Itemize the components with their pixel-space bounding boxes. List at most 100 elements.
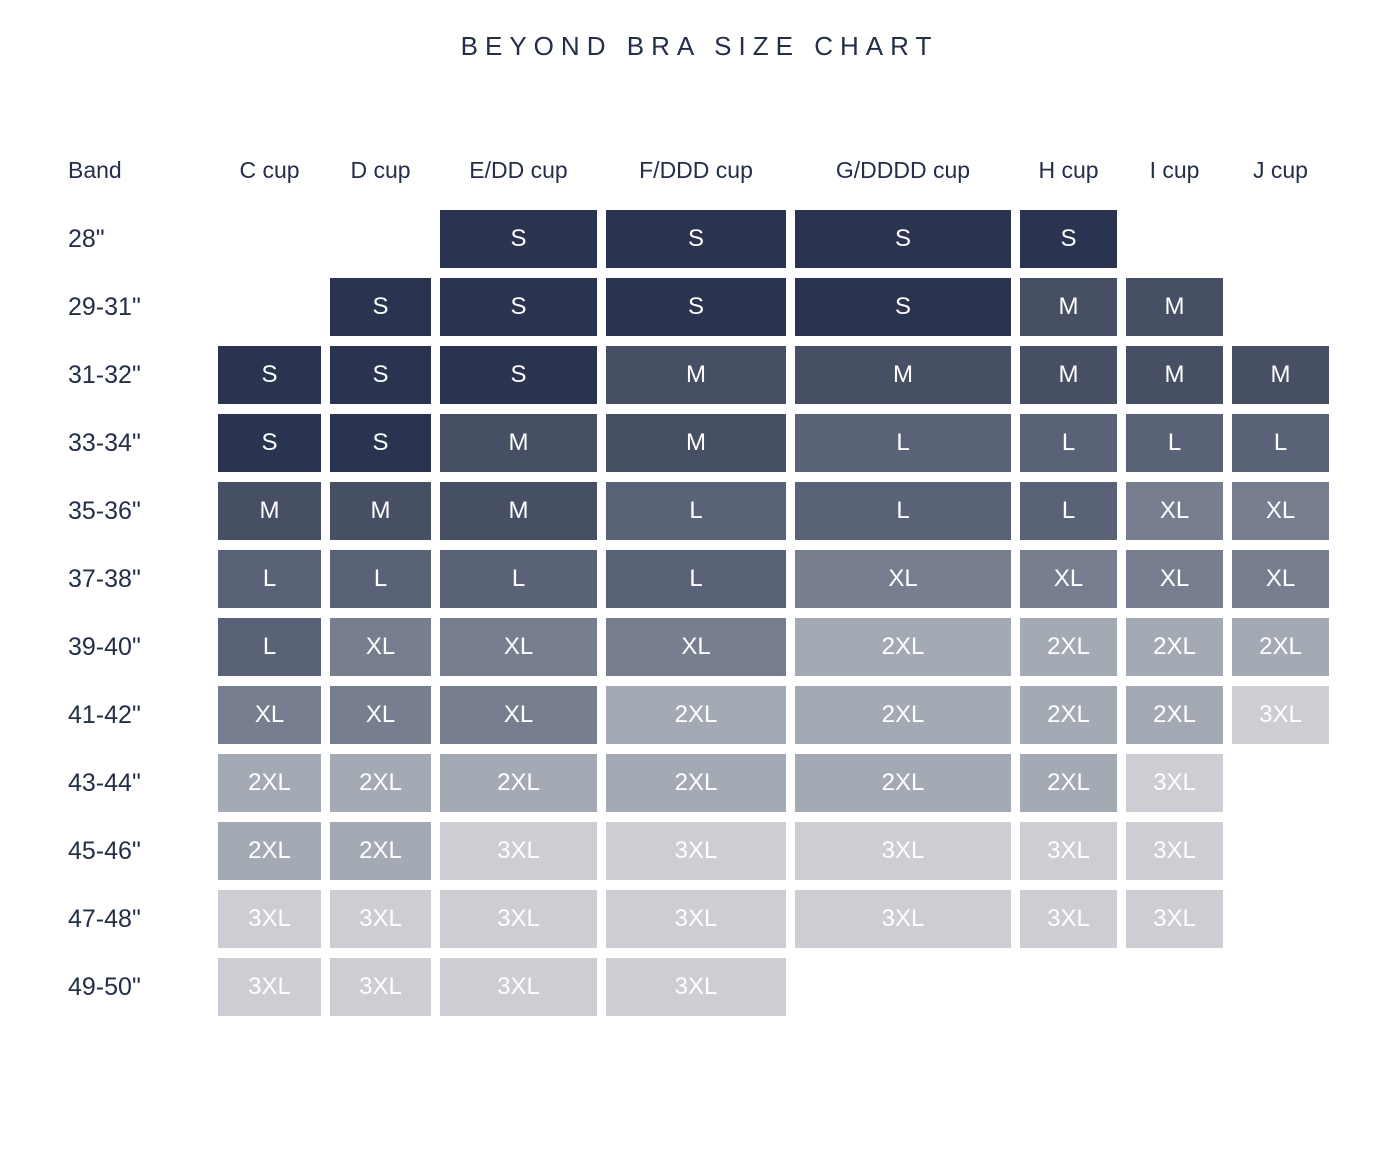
size-cell: 2XL xyxy=(1020,618,1117,676)
size-cell: 3XL xyxy=(218,958,321,1016)
size-cell: XL xyxy=(1232,550,1329,608)
size-cell: S xyxy=(330,278,431,336)
size-cell: L xyxy=(440,550,597,608)
size-cell: 3XL xyxy=(606,822,786,880)
size-cell: 3XL xyxy=(795,890,1011,948)
column-header-2: D cup xyxy=(350,156,411,183)
size-chart-table: Band C cup D cup E/DD cup F/DDD cup G/DDDD cu… xyxy=(40,140,1329,1016)
size-cell: 2XL xyxy=(218,822,321,880)
page-title: BEYOND BRA SIZE CHART xyxy=(460,31,939,61)
band-label: 47-48" xyxy=(68,904,141,933)
size-cell: M xyxy=(1020,278,1117,336)
size-cell: M xyxy=(606,346,786,404)
empty-cell xyxy=(1232,822,1329,880)
size-cell: 3XL xyxy=(218,890,321,948)
size-cell: 2XL xyxy=(795,618,1011,676)
size-cell: L xyxy=(330,550,431,608)
size-cell: XL xyxy=(606,618,786,676)
column-header-8: J cup xyxy=(1253,156,1308,183)
size-cell: 2XL xyxy=(1126,686,1223,744)
size-cell: XL xyxy=(330,686,431,744)
size-cell: S xyxy=(218,414,321,472)
size-cell: 3XL xyxy=(330,958,431,1016)
band-column-header: Band xyxy=(68,156,122,183)
size-cell: M xyxy=(795,346,1011,404)
empty-cell xyxy=(330,210,431,268)
empty-cell xyxy=(1232,278,1329,336)
size-cell: 2XL xyxy=(795,754,1011,812)
size-cell: 2XL xyxy=(218,754,321,812)
size-cell: L xyxy=(606,550,786,608)
empty-cell xyxy=(1126,210,1223,268)
empty-cell xyxy=(218,210,321,268)
band-label: 45-46" xyxy=(68,836,141,865)
column-header-6: H cup xyxy=(1038,156,1099,183)
size-cell: S xyxy=(440,210,597,268)
empty-cell xyxy=(218,278,321,336)
size-cell: S xyxy=(795,210,1011,268)
band-label: 31-32" xyxy=(68,360,141,389)
band-label: 39-40" xyxy=(68,632,141,661)
size-cell: M xyxy=(218,482,321,540)
column-header-4: F/DDD cup xyxy=(639,156,753,183)
size-cell: 3XL xyxy=(1126,890,1223,948)
column-header-3: E/DD cup xyxy=(469,156,568,183)
size-cell: XL xyxy=(440,618,597,676)
band-label: 37-38" xyxy=(68,564,141,593)
size-cell: M xyxy=(1232,346,1329,404)
empty-cell xyxy=(1232,958,1329,1016)
size-cell: XL xyxy=(1020,550,1117,608)
size-cell: 2XL xyxy=(1020,686,1117,744)
band-label: 28" xyxy=(68,224,105,253)
size-cell: 3XL xyxy=(440,958,597,1016)
size-cell: L xyxy=(218,618,321,676)
band-label: 29-31" xyxy=(68,292,141,321)
size-cell: 2XL xyxy=(440,754,597,812)
size-cell: L xyxy=(218,550,321,608)
size-cell: M xyxy=(606,414,786,472)
size-cell: S xyxy=(606,210,786,268)
size-cell: S xyxy=(330,414,431,472)
size-cell: XL xyxy=(1232,482,1329,540)
empty-cell xyxy=(1232,890,1329,948)
size-cell: S xyxy=(440,278,597,336)
size-cell: L xyxy=(795,482,1011,540)
empty-cell xyxy=(795,958,1011,1016)
column-header-5: G/DDDD cup xyxy=(835,156,971,183)
size-cell: 2XL xyxy=(330,822,431,880)
size-cell: XL xyxy=(218,686,321,744)
size-cell: XL xyxy=(795,550,1011,608)
band-label: 49-50" xyxy=(68,972,141,1001)
size-cell: 3XL xyxy=(795,822,1011,880)
size-cell: S xyxy=(1020,210,1117,268)
size-cell: 3XL xyxy=(440,822,597,880)
size-cell: 2XL xyxy=(795,686,1011,744)
size-cell: 3XL xyxy=(1020,890,1117,948)
size-cell: M xyxy=(1020,346,1117,404)
band-label: 35-36" xyxy=(68,496,141,525)
band-label: 33-34" xyxy=(68,428,141,457)
size-cell: 3XL xyxy=(1126,754,1223,812)
column-header-7: I cup xyxy=(1149,156,1200,183)
band-label: 41-42" xyxy=(68,700,141,729)
size-cell: 3XL xyxy=(440,890,597,948)
empty-cell xyxy=(1126,958,1223,1016)
size-cell: 3XL xyxy=(1126,822,1223,880)
size-cell: 3XL xyxy=(330,890,431,948)
size-cell: M xyxy=(1126,278,1223,336)
size-cell: M xyxy=(1126,346,1223,404)
empty-cell xyxy=(1232,210,1329,268)
empty-cell xyxy=(1020,958,1117,1016)
size-cell: S xyxy=(330,346,431,404)
empty-cell xyxy=(1232,754,1329,812)
size-cell: 3XL xyxy=(1232,686,1329,744)
size-cell: 3XL xyxy=(1020,822,1117,880)
size-cell: L xyxy=(1020,482,1117,540)
size-cell: L xyxy=(1126,414,1223,472)
band-label: 43-44" xyxy=(68,768,141,797)
size-cell: L xyxy=(1232,414,1329,472)
size-cell: 2XL xyxy=(330,754,431,812)
size-cell: S xyxy=(218,346,321,404)
size-cell: L xyxy=(606,482,786,540)
size-cell: S xyxy=(440,346,597,404)
